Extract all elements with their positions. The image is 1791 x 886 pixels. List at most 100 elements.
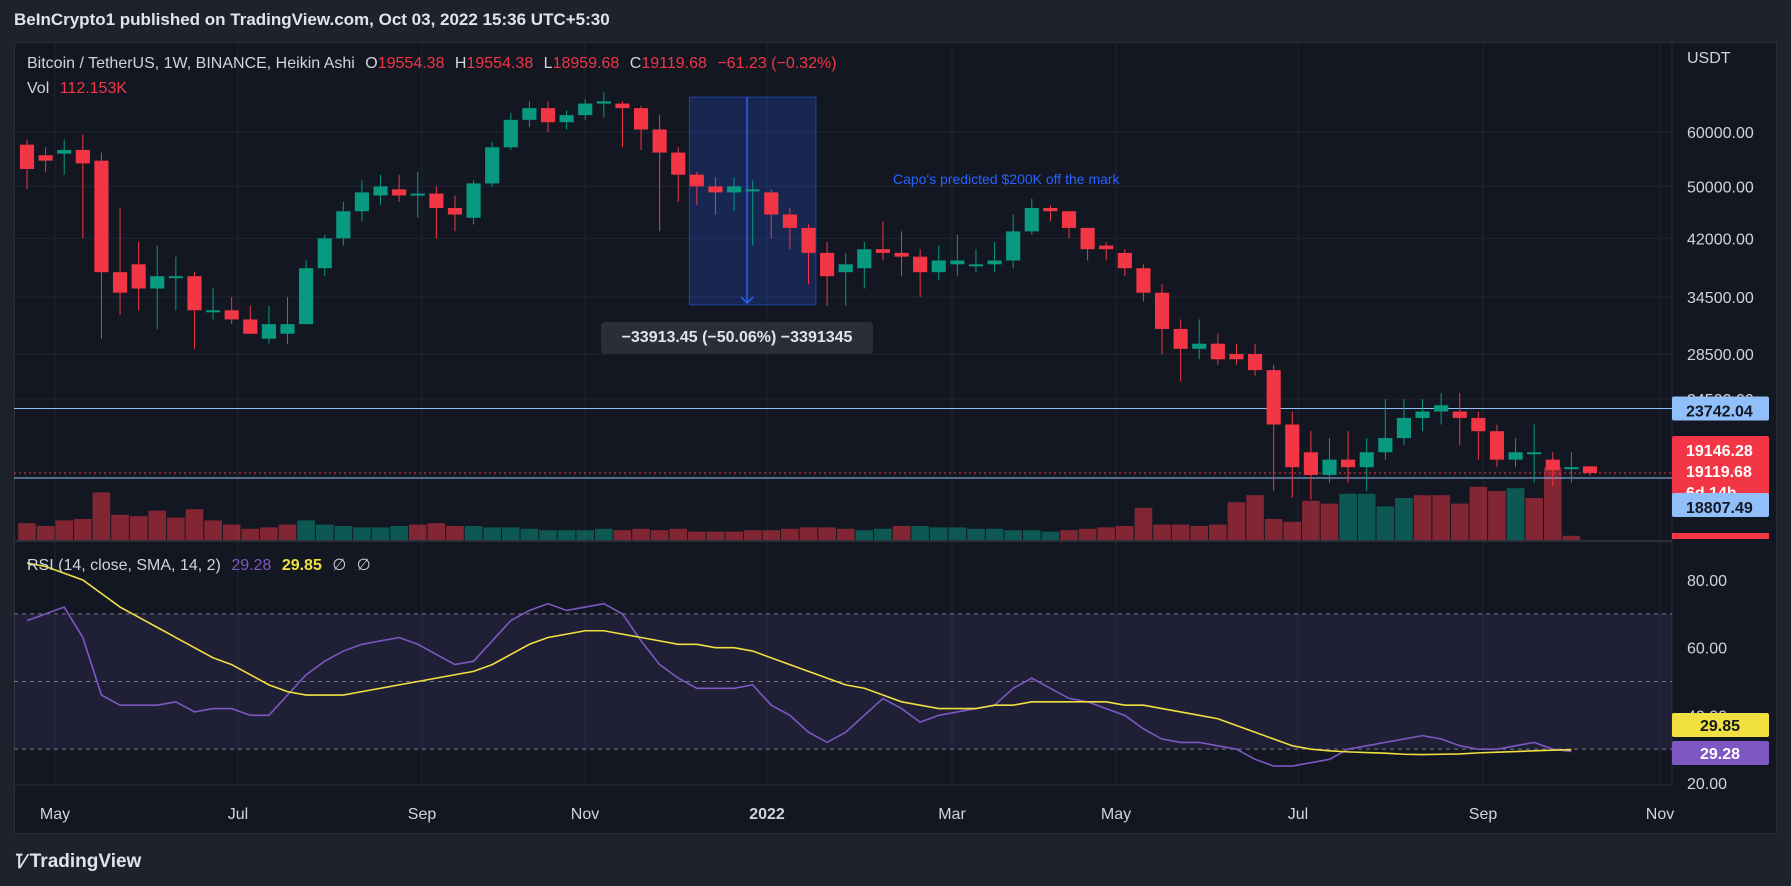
candle-body	[429, 193, 444, 209]
volume-bar	[55, 520, 74, 540]
candle-body	[1043, 208, 1058, 212]
volume-bar	[650, 530, 669, 540]
volume-bar	[1543, 467, 1562, 540]
time-axis-label: Mar	[938, 806, 966, 823]
candle-body	[1136, 268, 1151, 293]
volume-bar	[185, 509, 204, 540]
volume-bar	[204, 520, 222, 540]
candle-body	[1061, 211, 1077, 228]
volume-bar	[1488, 491, 1506, 540]
volume-bar	[632, 528, 650, 540]
volume-bar	[1283, 521, 1302, 540]
candle-body	[1508, 452, 1523, 460]
resistance-price-marker-bg	[1672, 396, 1769, 421]
volume-bar	[1078, 528, 1097, 540]
volume-bar	[1450, 503, 1469, 540]
time-axis-label: Sep	[1469, 806, 1498, 823]
candle-body	[727, 186, 742, 193]
volume-value: 112.153K	[59, 80, 128, 97]
chart-annotation[interactable]: Capo's predicted $200K off the mark	[893, 171, 1120, 187]
candle-body	[112, 272, 128, 293]
volume-bar	[669, 528, 688, 540]
time-axis-label: Jul	[1288, 806, 1308, 823]
support-price-marker-bg	[1672, 492, 1769, 517]
volume-bar	[427, 523, 446, 540]
high-value: 19554.38	[466, 55, 534, 72]
volume-bar	[1153, 524, 1171, 540]
candle-body	[950, 260, 965, 265]
volume-bar	[557, 530, 576, 540]
volume-bar	[167, 517, 185, 540]
symbol-title: Bitcoin / TetherUS, 1W, BINANCE, Heikin …	[27, 55, 355, 72]
candle-body	[336, 211, 351, 239]
volume-bar	[501, 527, 520, 540]
candle-body	[1024, 208, 1039, 232]
candle-body	[894, 252, 909, 257]
time-axis-label: Nov	[571, 806, 599, 823]
candle-body	[615, 103, 630, 109]
candle-body	[38, 155, 53, 161]
candle-body	[689, 174, 704, 187]
volume-bar	[92, 492, 111, 540]
candle-body	[1080, 227, 1095, 250]
volume-bar	[1097, 527, 1116, 540]
price-unit: USDT	[1687, 50, 1731, 67]
candle-body	[206, 310, 221, 313]
volume-bar	[315, 524, 334, 540]
candle-body	[447, 208, 463, 215]
volume-bar	[390, 526, 408, 540]
candle-body	[94, 160, 109, 273]
volume-bar	[1022, 530, 1041, 540]
volume-bar	[1264, 519, 1283, 540]
candle-body	[466, 183, 481, 218]
footer-brand[interactable]: ⊺⁄ TradingView	[14, 849, 141, 874]
candle-body	[1564, 467, 1579, 470]
volume-bar	[855, 530, 874, 540]
candle-body	[745, 189, 760, 192]
volume-label: Vol	[27, 80, 50, 97]
candle-body	[1396, 417, 1411, 439]
rsi-sma-marker-bg	[1672, 713, 1769, 737]
volume-bar	[706, 531, 725, 540]
volume-bar	[743, 530, 762, 540]
high-label: H	[454, 55, 467, 72]
candle-body	[261, 324, 276, 339]
volume-bar	[1395, 498, 1413, 540]
candle-body	[1527, 452, 1542, 455]
volume-bar	[260, 527, 278, 540]
candle-body	[317, 238, 332, 269]
candle-body	[1303, 452, 1318, 475]
low-value: 18959.68	[552, 55, 620, 72]
candle-body	[1582, 466, 1598, 474]
price-axis-label: 28500.00	[1687, 347, 1754, 364]
candle-body	[764, 192, 779, 215]
candle-body	[820, 252, 835, 277]
volume-bar	[483, 527, 501, 540]
volume-bar	[1041, 531, 1060, 540]
candle-body	[373, 186, 388, 196]
candle-body	[131, 264, 146, 289]
measure-label[interactable]: −33913.45 (−50.06%) −3391345	[601, 322, 873, 354]
candle-body	[485, 147, 500, 184]
low-label: L	[543, 55, 553, 72]
volume-bar	[1376, 506, 1395, 540]
volume-bar	[1190, 526, 1209, 540]
price-axis-label: 34500.00	[1687, 290, 1754, 307]
time-axis-label: 2022	[749, 806, 785, 823]
volume-bar	[353, 527, 371, 540]
last-price-marker: 19119.68	[1686, 464, 1752, 481]
support-price-marker: 18807.49	[1686, 500, 1753, 517]
volume-bar	[520, 528, 539, 540]
volume-bar	[948, 527, 967, 540]
candle-body	[596, 101, 611, 104]
published-header: BeInCrypto1 published on TradingView.com…	[14, 10, 610, 29]
change-value: −61.23 (−0.32%)	[717, 55, 837, 72]
rsi-sma-marker: 29.85	[1700, 718, 1740, 735]
volume-bar	[278, 524, 297, 540]
volume-bar	[1469, 486, 1488, 540]
tradingview-logo-icon: ⊺⁄	[14, 851, 26, 873]
candle-body	[857, 249, 872, 269]
close-value: 19119.68	[641, 55, 707, 72]
volume-bar	[967, 528, 985, 540]
